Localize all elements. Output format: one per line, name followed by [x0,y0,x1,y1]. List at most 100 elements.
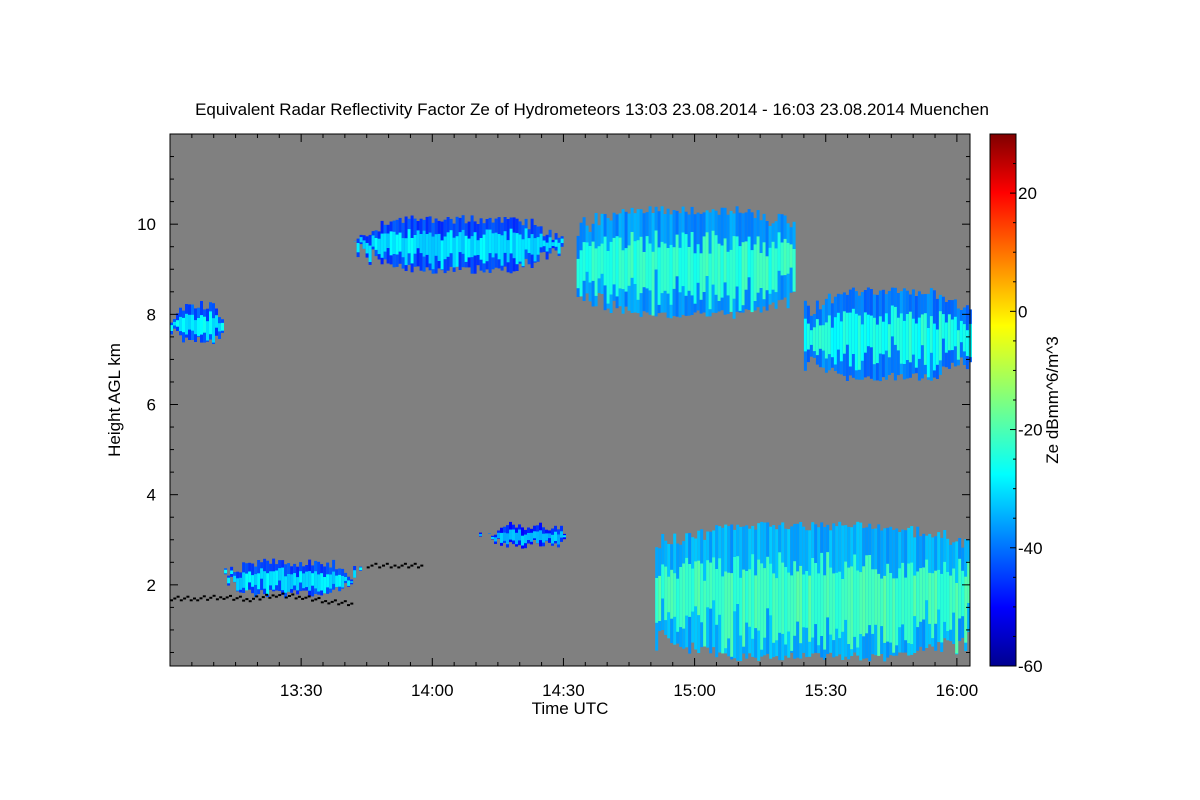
region-column-core [374,238,378,250]
region-column-core [714,235,718,295]
region-column-core [726,251,730,296]
x-tick-label: 16:00 [936,681,979,700]
region-column-core [881,321,885,355]
region-column-core [673,573,677,617]
region-column-core [886,563,890,642]
region-column-core [916,571,920,628]
region-column-core [470,236,474,258]
region-column-core [922,567,926,620]
region-column-core [733,557,737,612]
cloud-base-point [284,596,288,599]
y-tick-label: 6 [147,396,156,415]
region-column-core [642,252,646,288]
region-column-core [371,235,375,247]
region-column-core [185,313,188,335]
cloud-base-point [343,600,347,603]
cloud-base-point [350,602,354,605]
region-column-core [702,236,706,292]
region-column-core [473,232,477,256]
region-column-core [895,578,899,646]
cloud-base-point [366,566,370,569]
cloud-base-point [225,596,229,599]
region-column-core [883,575,887,643]
region-column-core [792,249,796,292]
cloud-base-point [248,600,252,603]
region-column-core [735,236,739,287]
region-column-core [554,239,558,247]
region-column-core [582,242,586,281]
region-column-core [899,313,903,364]
region-column-core [551,534,554,544]
cloud-base-point [271,594,275,597]
region-column-core [365,243,369,254]
region-column-core [844,561,848,620]
region-column-core [697,560,701,616]
region-column-core [874,569,878,625]
region-column-core [332,571,336,584]
region-column-core [380,233,384,258]
region-column-core [530,234,534,255]
region-column-core [618,237,622,289]
region-column-core [585,242,589,272]
cloud-base-point [209,596,213,599]
region-column-core [827,315,831,355]
cloud-base-point [288,595,291,597]
cloud-base-point [252,597,255,600]
region-column-core [709,562,713,609]
region-column-core [953,316,957,347]
region-column-core [865,555,869,634]
region-column-core [772,573,776,643]
region-column-core [663,243,667,291]
region-column-core [696,244,700,283]
region-column-core [829,567,833,635]
cloud-base-point [307,595,311,598]
cloud-base-point [265,593,269,596]
region-column-core [612,237,616,285]
region-column-core [688,564,692,617]
region-upper-cirrus-band [353,215,564,274]
region-column-core [687,247,691,291]
region-column-core [263,571,267,589]
region-column-core [594,248,598,296]
region-column-core [694,561,698,607]
region-column-core [606,251,610,304]
cloud-base-point [242,599,246,602]
region-column-core [521,239,525,266]
region-column-core [548,533,551,539]
region-column-core [919,568,923,622]
y-tick-label: 2 [147,576,156,595]
cloud-base-point [189,599,193,602]
region-column-core [835,572,839,629]
region-column-core [194,320,197,335]
cloud-base-point [186,595,190,598]
region-column-core [437,233,441,261]
region-column-core [323,577,327,594]
cloud-base-point [261,596,265,599]
cloud-base-point [301,597,305,600]
region-column-core [518,234,522,262]
region-column-core [868,555,872,626]
region-column-core [296,577,300,591]
region-column-core [389,231,393,256]
region-column-core [802,574,806,628]
region-column-core [500,532,503,543]
cloud-base-point [417,566,420,569]
region-column-core [917,317,921,359]
region-column-core [661,564,665,599]
region-column-core [422,230,426,257]
region-column-core [542,533,545,543]
cloud-base-point [268,596,272,599]
region-column-core [636,240,640,300]
region-column-core [221,322,224,331]
region-column-core [563,535,566,538]
region-column-core [621,250,625,290]
region-column-core [762,242,766,300]
region-column-core [485,229,489,262]
cloud-base-point [238,595,242,598]
region-column-core [464,235,468,262]
region-column-core [703,580,707,647]
region-column-core [905,314,909,360]
region-column-core [757,559,761,631]
region-column-core [780,242,784,276]
region-column-core [299,571,303,583]
